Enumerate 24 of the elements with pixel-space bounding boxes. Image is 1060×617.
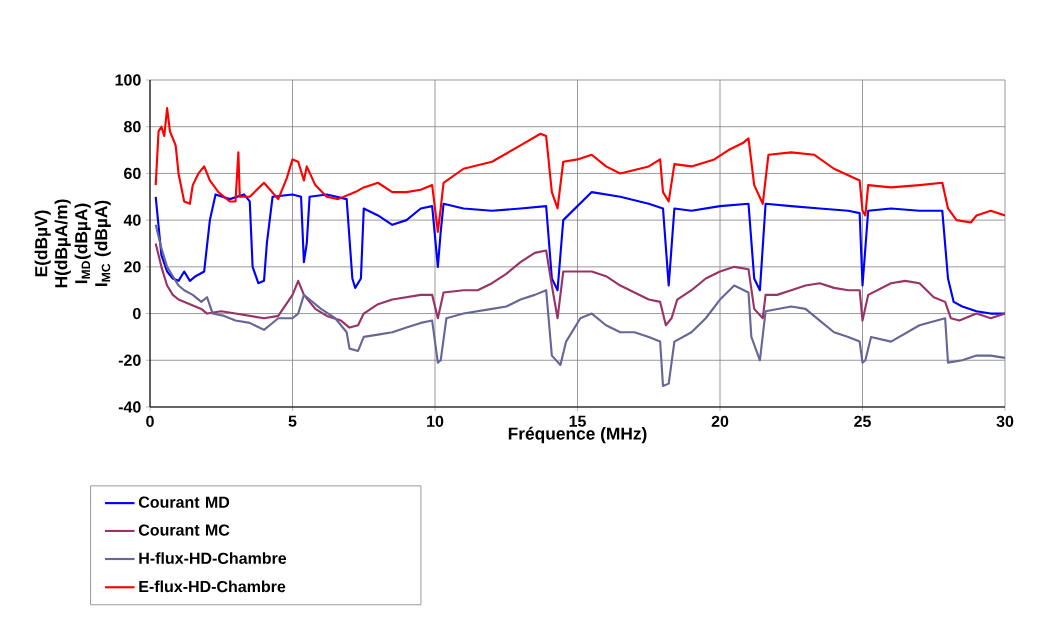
x-tick-label: 10 bbox=[427, 415, 444, 428]
legend-label: H-flux-HD-Chambre bbox=[139, 552, 287, 564]
y-tick-label: 40 bbox=[123, 214, 141, 226]
legend-label: Courant MD bbox=[138, 496, 230, 508]
x-tick-label: 0 bbox=[146, 415, 154, 428]
x-tick-label: 20 bbox=[711, 415, 729, 428]
line-series bbox=[154, 191, 1005, 315]
y-tick-label: 60 bbox=[124, 167, 141, 180]
x-axis-title: Fréquence (MHz) bbox=[508, 426, 647, 444]
y-tick-label: -40 bbox=[118, 401, 141, 413]
line-series bbox=[154, 223, 1005, 388]
x-tick-label: 25 bbox=[854, 415, 871, 428]
x-tick-label: 5 bbox=[288, 415, 297, 427]
x-tick-label: 15 bbox=[569, 415, 586, 427]
y-tick-label: 100 bbox=[115, 74, 141, 86]
legend-label: Courant MC bbox=[138, 524, 230, 536]
y-tick-label: 0 bbox=[133, 307, 141, 320]
y-tick-label: -20 bbox=[118, 354, 141, 366]
y-tick-label: 80 bbox=[124, 121, 141, 133]
y-tick-label: 20 bbox=[124, 261, 141, 273]
line-series bbox=[154, 106, 1005, 233]
text: E(dBµV) H(dBµA/m) I$_{MD}$(dBµA) I$_{MC}$ (dBµA) bbox=[34, 199, 111, 288]
x-tick-label: 30 bbox=[996, 415, 1014, 428]
legend-label: E-flux-HD-Chambre bbox=[139, 580, 286, 593]
